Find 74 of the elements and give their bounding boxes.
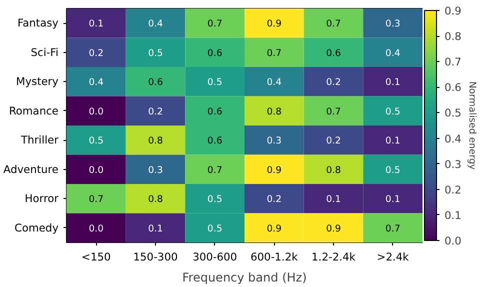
x-tick-label: 150-300	[133, 250, 178, 264]
color-bar-label: 0.3	[444, 158, 462, 171]
data-label: 0.1	[326, 194, 341, 206]
data-label: 0.1	[385, 77, 400, 88]
data-label: 0.7	[326, 18, 341, 30]
y-tick-label: Fantasy	[18, 16, 59, 30]
y-tick-label: Mystery	[16, 75, 59, 88]
data-label: 0.1	[148, 223, 163, 234]
x-tick-label: <150	[82, 250, 112, 264]
x-tick-label: >2.4k	[376, 250, 410, 264]
data-label: 0.7	[326, 106, 341, 118]
data-label: 0.5	[207, 223, 222, 234]
data-label: 0.5	[385, 106, 400, 118]
data-label: 0.3	[385, 18, 400, 30]
data-label: 0.7	[266, 48, 282, 59]
y-tick-label: Romance	[8, 104, 59, 118]
y-tick-label: Adventure	[3, 162, 59, 176]
color-bar-label: 0.5	[444, 106, 462, 120]
data-label: 0.9	[266, 223, 282, 234]
data-label: 0.5	[88, 136, 104, 147]
y-tick-label: Comedy	[14, 221, 58, 234]
y-tick-label: Sci-Fi	[30, 46, 59, 59]
data-label: 0.8	[326, 164, 341, 176]
data-label: 0.7	[207, 164, 222, 176]
data-label: 0.4	[385, 48, 400, 59]
data-label: 0.8	[148, 194, 163, 206]
data-label: 0.6	[148, 77, 163, 88]
data-label: 0.3	[148, 164, 163, 176]
data-label: 0.5	[385, 164, 400, 176]
x-tick-label: 600-1.2k	[250, 250, 299, 264]
x-tick-label: 300-600	[192, 250, 238, 264]
data-label: 0.6	[326, 48, 341, 59]
data-label: 0.0	[88, 106, 104, 118]
data-label: 0.1	[88, 18, 104, 30]
data-label: 0.6	[207, 136, 222, 147]
color-bar-title: Normalised energy	[466, 81, 478, 170]
data-label: 0.4	[88, 77, 104, 88]
color-bar-label: 0.8	[444, 30, 462, 44]
data-label: 0.9	[266, 164, 282, 176]
x-axis-title: Frequency band (Hz)	[182, 270, 307, 284]
color-bar-label: 0.7	[444, 56, 462, 69]
color-bar-label: 0.4	[444, 132, 462, 146]
data-label: 0.7	[385, 223, 400, 234]
data-label: 0.5	[207, 194, 222, 206]
data-label: 0.7	[88, 194, 104, 206]
data-label: 0.6	[207, 48, 222, 59]
data-label: 0.8	[148, 136, 163, 147]
data-label: 0.5	[148, 48, 163, 59]
color-bar-label: 0.9	[444, 4, 462, 18]
y-tick-label: Horror	[24, 192, 60, 206]
data-label: 0.0	[88, 223, 104, 234]
data-label: 0.2	[326, 136, 341, 147]
data-label: 0.8	[266, 106, 282, 118]
color-bar-label: 0.1	[444, 208, 462, 222]
data-label: 0.9	[266, 18, 282, 30]
data-label: 0.7	[207, 18, 222, 30]
data-label: 0.2	[148, 106, 163, 118]
data-label: 0.9	[326, 223, 341, 234]
data-label: 0.4	[148, 18, 163, 30]
data-label: 0.2	[326, 77, 341, 88]
data-label: 0.2	[266, 194, 282, 206]
color-bar-label: 0.2	[444, 183, 462, 196]
data-label: 0.1	[385, 194, 400, 206]
data-label: 0.4	[266, 77, 282, 88]
data-label: 0.3	[266, 136, 282, 147]
data-label: 0.5	[207, 77, 222, 88]
color-bar-label: 0.6	[444, 81, 462, 94]
data-label: 0.0	[88, 164, 104, 176]
color-bar-label: 0.0	[444, 234, 462, 248]
y-tick-label: Thriller	[20, 134, 60, 147]
data-label: 0.2	[88, 48, 104, 59]
data-label: 0.6	[207, 106, 222, 118]
data-label: 0.1	[385, 136, 400, 147]
x-tick-label: 1.2-2.4k	[312, 250, 356, 264]
